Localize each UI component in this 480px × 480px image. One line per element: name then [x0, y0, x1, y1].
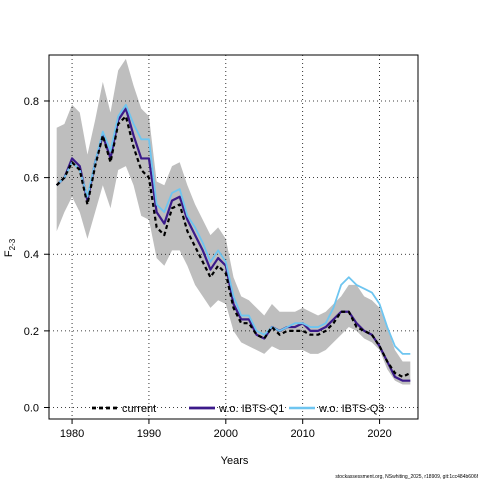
- series-line-current: [55, 115, 411, 378]
- x-tick-label: 1980: [60, 428, 84, 440]
- legend-label-w-o-ibts-q1: w.o. IBTS-Q1: [218, 403, 284, 415]
- grid-layer: [49, 55, 418, 419]
- y-tick-label: 0.2: [24, 326, 39, 338]
- x-tick-label: 2010: [290, 428, 314, 440]
- confidence-band-layer: [56, 58, 411, 385]
- y-tick-label: 0.6: [24, 173, 39, 185]
- footer-note: stockassessment.org, NSwhiting_2025, r18…: [335, 474, 478, 480]
- y-tick-label: 0.8: [24, 96, 39, 108]
- y-axis-label-main: F: [3, 250, 15, 257]
- x-axis-label: Years: [221, 455, 249, 467]
- x-tick-label: 2000: [214, 428, 238, 440]
- y-tick-label: 0.4: [24, 249, 39, 261]
- series-layer: [55, 103, 411, 382]
- legend-label-w-o-ibts-q3: w.o. IBTS-Q3: [318, 403, 384, 415]
- axis-layer: 1980 1990 2000 2010 2020 0.0 0.2 0.4 0.6 0.8: [24, 96, 392, 440]
- legend-label-current: current: [122, 403, 156, 415]
- confidence-band: [56, 58, 411, 385]
- y-tick-label: 0.0: [24, 403, 39, 415]
- x-tick-label: 2020: [367, 428, 391, 440]
- y-axis-label: F2-3: [3, 238, 17, 257]
- x-tick-label: 1990: [137, 428, 161, 440]
- series-line-w-o-ibts-q3: [56, 103, 411, 355]
- plot-frame: [48, 54, 419, 420]
- series-line-w-o-ibts-q1: [55, 107, 411, 382]
- legend: current w.o. IBTS-Q1 w.o. IBTS-Q3: [92, 403, 384, 415]
- y-axis-label-subscript: 2-3: [8, 238, 17, 250]
